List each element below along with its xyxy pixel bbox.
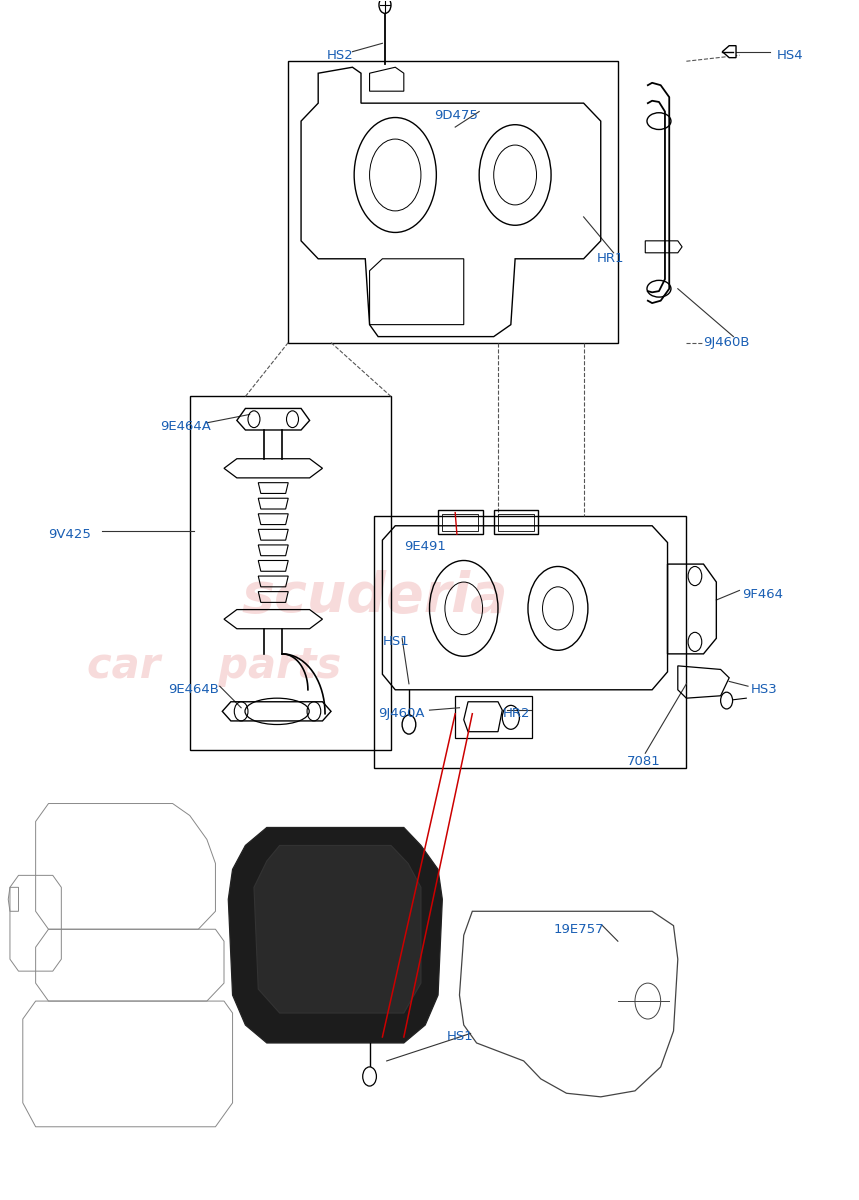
Text: 9E464A: 9E464A [160,420,210,433]
Text: 9F464: 9F464 [742,588,783,600]
Text: HR2: HR2 [503,707,530,720]
Text: 9E491: 9E491 [404,540,446,553]
Text: HS4: HS4 [777,49,803,61]
Text: 9J460A: 9J460A [378,707,424,720]
Text: 9V425: 9V425 [48,528,91,541]
Text: 7081: 7081 [626,755,661,768]
Text: 9D475: 9D475 [434,109,478,121]
Circle shape [721,692,733,709]
Text: 19E757: 19E757 [554,923,604,936]
Text: 9J460B: 9J460B [704,336,750,349]
Text: scuderia: scuderia [241,570,508,624]
Polygon shape [254,846,421,1013]
Text: car    parts: car parts [87,644,341,686]
Polygon shape [228,828,442,1043]
Text: HS3: HS3 [751,683,777,696]
Text: HS1: HS1 [447,1031,473,1044]
Text: HS2: HS2 [326,49,354,61]
Text: HR1: HR1 [596,252,624,265]
Circle shape [379,0,391,13]
Polygon shape [722,46,736,58]
Circle shape [362,1067,376,1086]
Text: HS1: HS1 [382,636,409,648]
Circle shape [402,715,416,734]
Text: 9E464B: 9E464B [168,683,219,696]
